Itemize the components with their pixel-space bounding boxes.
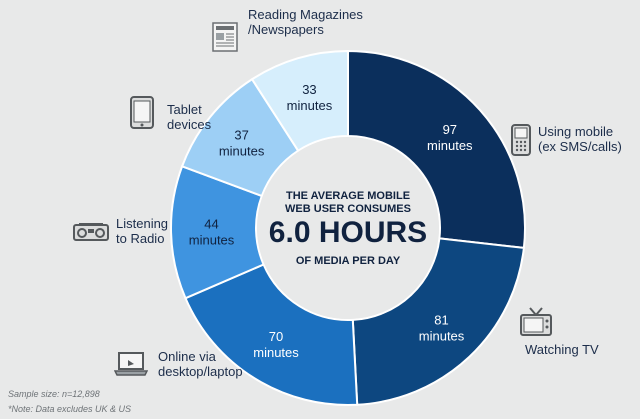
center-text-line3: OF MEDIA PER DAY: [296, 255, 401, 267]
label-magazines: Reading Magazines /Newspapers: [248, 7, 363, 37]
label-online-line2: desktop/laptop: [158, 364, 243, 379]
donut-slice: [184, 263, 359, 406]
mobile-phone-icon: [511, 124, 531, 156]
radio-icon: [73, 223, 109, 241]
footnote-sample-size: Sample size: n=12,898: [8, 389, 100, 399]
slice-value-label: 97 minutes: [427, 122, 473, 153]
label-magazines-line2: /Newspapers: [248, 22, 324, 37]
slice-value-label: 81 minutes: [419, 312, 465, 343]
donut-slice: [351, 237, 525, 406]
label-tv-line1: Watching TV: [525, 342, 599, 357]
newspaper-icon: [212, 22, 238, 52]
label-mobile: Using mobile (ex SMS/calls): [538, 124, 622, 154]
label-mobile-line2: (ex SMS/calls): [538, 139, 622, 154]
label-magazines-line1: Reading Magazines: [248, 7, 363, 22]
center-text-line1: THE AVERAGE MOBILE: [286, 190, 410, 202]
donut-slice: [347, 49, 526, 250]
tv-icon: [520, 307, 552, 336]
slice-value-label: 70 minutes: [253, 329, 299, 360]
label-tv: Watching TV: [525, 342, 599, 357]
label-tablet-line2: devices: [167, 117, 212, 132]
donut-center: [257, 137, 439, 319]
label-online-line1: Online via: [158, 349, 216, 364]
label-tablet-line1: Tablet: [167, 102, 202, 117]
label-mobile-line1: Using mobile: [538, 124, 614, 139]
tablet-icon: [130, 96, 154, 129]
label-tablet: Tablet devices: [167, 102, 211, 132]
footnote-exclusions: *Note: Data excludes UK & US: [8, 404, 132, 414]
label-radio-line2: to Radio: [116, 231, 165, 246]
label-radio-line1: Listening: [116, 216, 169, 231]
label-online: Online via desktop/laptop: [158, 349, 243, 379]
donut-slice: [250, 49, 349, 153]
center-headline: 6.0 HOURS: [269, 216, 427, 249]
slice-value-label: 33 minutes: [287, 82, 333, 113]
label-radio: Listening to Radio: [116, 216, 168, 246]
slice-value-label: 37 minutes: [219, 127, 265, 158]
laptop-icon: [114, 352, 148, 376]
center-text-line2: WEB USER CONSUMES: [285, 203, 411, 215]
slice-value-label: 44 minutes: [189, 217, 235, 248]
